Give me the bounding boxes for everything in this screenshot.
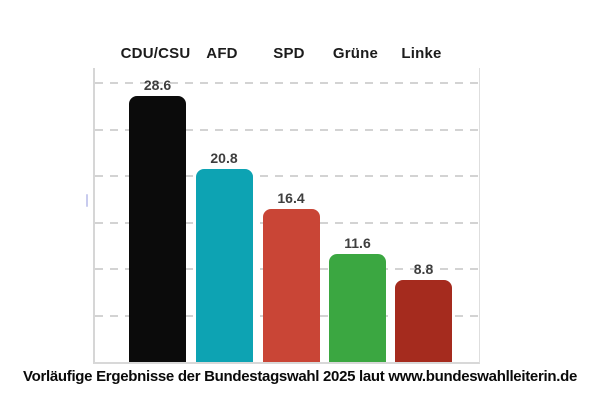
value-label-cdu-csu: 28.6 [143, 77, 172, 94]
gridline-20 [95, 175, 479, 177]
gridline-30 [95, 82, 479, 84]
category-label-afd: AFD [206, 45, 238, 62]
stray-cursor-artifact [86, 194, 88, 207]
category-label-cdu-csu: CDU/CSU [120, 45, 191, 62]
category-label-gr-ne: Grüne [332, 45, 379, 62]
chart-caption: Vorläufige Ergebnisse der Bundestagswahl… [22, 368, 577, 385]
bar-cdu-csu [129, 96, 186, 362]
plot-area: 28.6 20.8 16.4 11.6 8.8 [93, 68, 480, 364]
bar-spd [262, 209, 320, 362]
value-label-linke: 8.8 [413, 261, 434, 278]
value-label-afd: 20.8 [210, 149, 238, 166]
bar-afd [195, 168, 253, 362]
gridline-25 [95, 128, 479, 131]
category-label-spd: SPD [273, 45, 305, 62]
category-label-linke: Linke [401, 45, 442, 62]
value-label-gr-ne: 11.6 [344, 235, 371, 252]
value-label-spd: 16.4 [277, 190, 305, 207]
bar-gr-ne [329, 254, 386, 362]
bar-linke [395, 280, 452, 362]
